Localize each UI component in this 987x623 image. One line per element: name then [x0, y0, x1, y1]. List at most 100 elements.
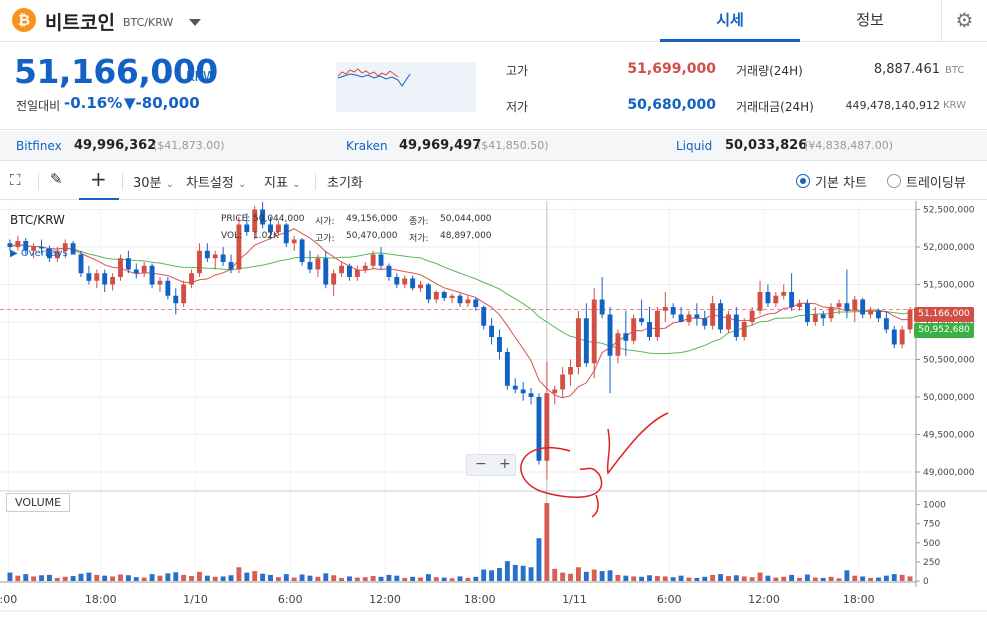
exchange-usd-bitfinex: ($41,873.00): [153, 139, 225, 152]
sparkline-blue: [337, 73, 411, 87]
exchange-price-bar: Bitfinex 49,996,362 ($41,873.00) Kraken …: [0, 131, 987, 161]
candle-body: [46, 248, 52, 259]
candle-body: [568, 367, 573, 375]
volume-bar: [141, 577, 147, 581]
zoom-in-button[interactable]: +: [499, 456, 511, 472]
volume-bar: [804, 574, 810, 581]
candlestick-chart[interactable]: 52,500,00052,000,00051,500,00051,000,000…: [0, 201, 987, 623]
candle-body: [694, 314, 700, 319]
candle-body: [141, 265, 147, 274]
volume-bar: [552, 568, 558, 581]
exchange-name-liquid[interactable]: Liquid: [676, 139, 713, 153]
zoom-controls: − +: [466, 454, 516, 476]
candle-body: [852, 299, 858, 311]
basic-chart-label[interactable]: 기본 차트: [815, 176, 867, 191]
crosshair-tool-active[interactable]: [79, 162, 119, 200]
volume-bar: [354, 577, 360, 581]
volume-tick-label: 750: [923, 520, 940, 530]
pencil-icon[interactable]: ✎: [50, 170, 63, 188]
candle-body: [110, 277, 116, 285]
exchange-name-kraken[interactable]: Kraken: [346, 139, 388, 153]
candle-body: [623, 333, 629, 341]
candle-body: [647, 322, 652, 337]
chevron-down-icon: ⌄: [237, 179, 247, 190]
volume-bar: [765, 575, 771, 581]
coin-select-caret-icon[interactable]: [189, 19, 201, 26]
candle-body: [765, 292, 771, 304]
candle-body: [173, 295, 179, 304]
chart-settings-menu[interactable]: 차트설정 ⌄: [186, 172, 246, 191]
candle-body: [196, 250, 202, 274]
volume-bar: [362, 577, 368, 581]
crosshair-icon[interactable]: +: [90, 167, 107, 191]
time-tick-label: 18:00: [464, 593, 496, 606]
volume-bar: [268, 574, 273, 581]
volume-bar: [718, 574, 724, 581]
volume-bar: [299, 574, 305, 581]
volume-bar: [102, 575, 108, 581]
tradingview-radio[interactable]: [887, 174, 901, 188]
candle-body: [891, 329, 897, 345]
indicators-menu[interactable]: 지표 ⌄: [264, 172, 300, 191]
ohlc-high-label: 고가:: [315, 234, 335, 244]
volume-bar: [560, 572, 566, 581]
volume-bar: [307, 575, 313, 581]
candle-body: [86, 273, 92, 281]
volume-bar: [528, 567, 534, 581]
candle-body: [504, 352, 510, 386]
tab-quote[interactable]: 시세: [660, 0, 800, 42]
candle-body: [615, 333, 621, 356]
candle-body: [315, 258, 321, 270]
zoom-out-button[interactable]: −: [475, 456, 487, 472]
chart-title: BTC/KRW: [10, 213, 65, 227]
candle-body: [410, 278, 416, 289]
hand-drawn-circle-annotation: [520, 446, 603, 498]
volume-bar: [394, 575, 400, 581]
price-tick-label: 52,000,000: [923, 243, 975, 253]
low-label: 저가: [506, 100, 529, 114]
volume-bar: [283, 574, 289, 581]
time-tick-label: 6:00: [278, 593, 303, 606]
candle-body: [876, 310, 881, 319]
volume-bar: [157, 575, 163, 581]
price-chart-area[interactable]: 52,500,00052,000,00051,500,00051,000,000…: [0, 201, 987, 623]
candle-body: [797, 303, 802, 307]
candle-body: [118, 258, 123, 277]
price-tick-label: 52,500,000: [923, 206, 975, 216]
exchange-name-bitfinex[interactable]: Bitfinex: [16, 139, 62, 153]
coin-name: 비트코인: [45, 12, 115, 34]
sparkline-svg: [337, 68, 411, 87]
basic-chart-radio[interactable]: [796, 174, 810, 188]
volume-bar: [110, 576, 116, 581]
chart-toolbar: ⛶ ✎ + 30분 ⌄ 차트설정 ⌄ 지표 ⌄ 초기화 기본 차트 트레이딩뷰: [0, 162, 987, 200]
fullscreen-icon[interactable]: ⛶: [10, 171, 21, 189]
candle-body: [726, 314, 731, 330]
volume-bar: [623, 575, 629, 581]
volume-bar: [481, 569, 487, 581]
candle-body: [733, 314, 739, 337]
candle-body: [781, 292, 787, 296]
tradingview-label[interactable]: 트레이딩뷰: [906, 176, 966, 191]
volume-bar: [710, 574, 716, 581]
candle-body: [741, 322, 747, 337]
candle-body: [7, 243, 13, 247]
ohlc-open-label: 시가:: [315, 217, 335, 227]
reset-button[interactable]: 초기화: [327, 176, 363, 191]
price-summary: 51,166,000 KRW 전일대비 -0.16% ▼-80,000 고가 5…: [0, 42, 987, 130]
volume-bar: [275, 577, 281, 581]
exchange-price-liquid: 50,033,826: [725, 138, 808, 153]
price-unit: KRW: [186, 70, 216, 85]
volume-bar: [591, 569, 597, 581]
volume-bar: [196, 571, 202, 581]
volume-bar: [883, 575, 889, 581]
overlays-toggle[interactable]: ▶ OverLays: [10, 248, 68, 259]
coin-header: ₿ 비트코인 BTC/KRW 시세 정보 ⚙: [0, 0, 987, 42]
volume-bar: [812, 577, 818, 581]
volume-bar: [733, 575, 739, 581]
tab-info[interactable]: 정보: [856, 11, 884, 29]
candle-body: [828, 307, 834, 319]
gear-icon[interactable]: ⚙: [941, 0, 987, 42]
candle-body: [31, 247, 37, 251]
interval-select[interactable]: 30분 ⌄: [133, 172, 174, 191]
ohlc-price-label: PRICE:: [221, 214, 251, 224]
